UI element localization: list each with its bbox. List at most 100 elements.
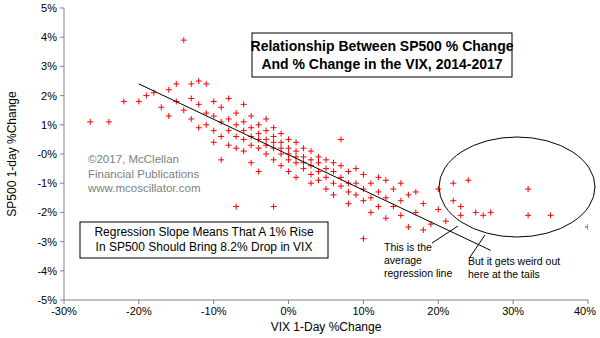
arrow (432, 226, 458, 243)
background (0, 0, 600, 338)
copyright: www.mcoscillator.com (87, 182, 200, 194)
point (293, 174, 299, 180)
plot-area (87, 37, 588, 250)
point (435, 186, 441, 192)
point (136, 98, 142, 104)
point (323, 186, 329, 192)
point (173, 81, 179, 87)
y-tick-label: 2% (41, 90, 57, 102)
point (338, 163, 344, 169)
y-tick (60, 183, 64, 184)
y-tick (60, 37, 64, 38)
point (301, 166, 307, 172)
point (458, 212, 464, 218)
point (316, 154, 322, 160)
point (345, 169, 351, 175)
point (353, 166, 359, 172)
point (323, 174, 329, 180)
point (353, 192, 359, 198)
annotation: In SP500 Should Bring 8.2% Drop in VIX (96, 240, 313, 254)
point (233, 122, 239, 128)
point (271, 204, 277, 210)
point (450, 198, 456, 204)
point (488, 209, 494, 215)
point (301, 154, 307, 160)
point (203, 122, 209, 128)
point (293, 160, 299, 166)
point (420, 227, 426, 233)
point (256, 131, 262, 137)
point (585, 224, 588, 230)
point (375, 189, 381, 195)
y-tick (60, 124, 64, 125)
point (233, 145, 239, 151)
annotation: Regression Slope Means That A 1% Rise (94, 225, 314, 239)
point (256, 169, 262, 175)
point (316, 177, 322, 183)
point (233, 133, 239, 139)
x-axis (64, 300, 588, 301)
point (218, 133, 224, 139)
y-tick-label: 3% (41, 60, 57, 72)
chart: 5%4%3%2%1%-0%-1%-2%-3%-4%-5%-30%-20%-10%… (0, 0, 600, 338)
point (271, 133, 277, 139)
y-tick-label: -4% (37, 265, 57, 277)
point (226, 96, 232, 102)
point (360, 198, 366, 204)
y-tick-label: -2% (37, 206, 57, 218)
point (271, 125, 277, 131)
point (548, 212, 554, 218)
x-tick-label: -20% (126, 305, 152, 317)
point (338, 183, 344, 189)
point (226, 128, 232, 134)
point (211, 128, 217, 134)
point (330, 169, 336, 175)
point (368, 180, 374, 186)
point (413, 189, 419, 195)
point (248, 113, 254, 119)
y-tick (60, 154, 64, 155)
point (211, 139, 217, 145)
point (316, 160, 322, 166)
point (226, 142, 232, 148)
point (188, 81, 194, 87)
y-tick-label: -1% (37, 177, 57, 189)
point (263, 136, 269, 142)
point (420, 201, 426, 207)
point (383, 215, 389, 221)
point (241, 148, 247, 154)
arrow (470, 235, 485, 257)
point (263, 128, 269, 134)
y-axis-label: SP500 1-day %Change (5, 91, 19, 217)
x-tick-label: 0% (281, 305, 297, 317)
point (233, 110, 239, 116)
point (256, 145, 262, 151)
title: And % Change in the VIX, 2014-2017 (261, 56, 502, 72)
title: Relationship Between SP500 % Change (251, 38, 514, 54)
point (345, 189, 351, 195)
point (525, 186, 531, 192)
copyright: Financial Publications (88, 168, 199, 180)
annotation: here at the tails (468, 268, 540, 280)
point (330, 160, 336, 166)
point (375, 204, 381, 210)
point (218, 104, 224, 110)
y-tick (60, 95, 64, 96)
point (121, 98, 127, 104)
point (286, 136, 292, 142)
point (256, 122, 262, 128)
point (450, 180, 456, 186)
point (286, 157, 292, 163)
point (233, 204, 239, 210)
point (271, 157, 277, 163)
x-tick-label: 30% (502, 305, 524, 317)
point (458, 204, 464, 210)
point (368, 195, 374, 201)
point (286, 145, 292, 151)
point (226, 116, 232, 122)
point (166, 113, 172, 119)
y-tick (60, 270, 64, 271)
point (248, 160, 254, 166)
point (398, 198, 404, 204)
point (181, 107, 187, 113)
